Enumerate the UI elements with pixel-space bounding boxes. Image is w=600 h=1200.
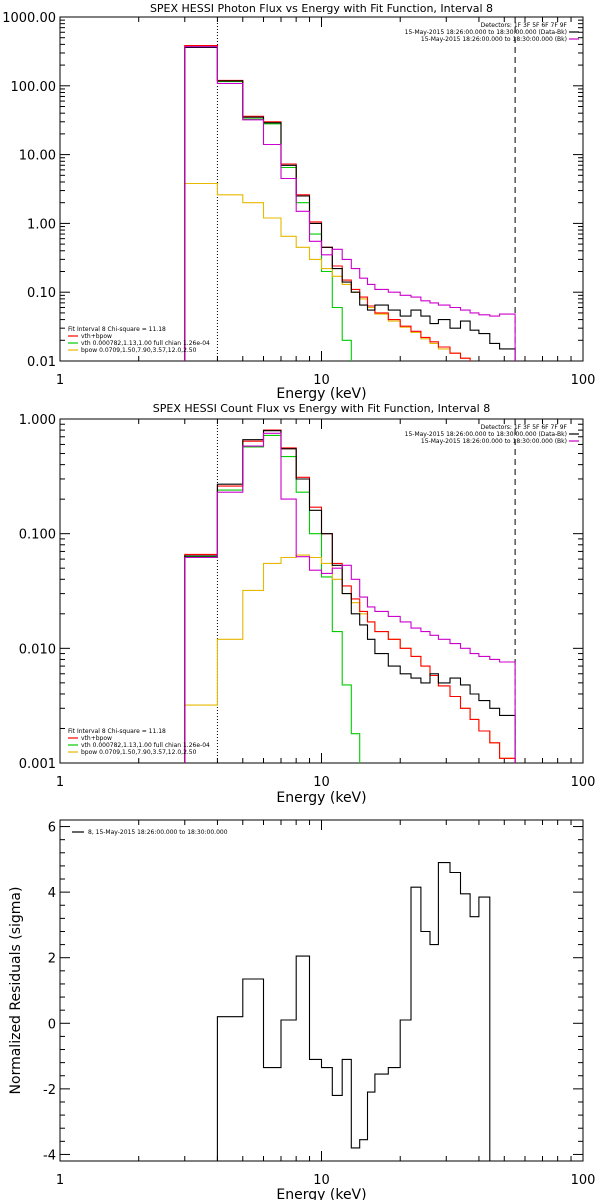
y-tick-label: 0.010	[19, 642, 56, 657]
legend-fit-header: Fit Interval 8 Chi-square = 11.18	[68, 326, 166, 333]
panel-2: SPEX HESSI Count Flux vs Energy with Fit…	[19, 402, 596, 806]
y-tick-label: -4	[43, 1148, 56, 1163]
series-vth	[184, 45, 352, 361]
x-tick-label: 100	[571, 775, 596, 790]
legend-entry: vth+bpow	[81, 735, 112, 742]
series-bpow	[184, 554, 516, 763]
chart-title: SPEX HESSI Photon Flux vs Energy with Fi…	[150, 2, 493, 15]
x-tick-label: 1	[56, 1173, 64, 1188]
x-axis-label: Energy (keV)	[276, 790, 366, 806]
legend-entry: bpow 0.0709,1.50,7.90,3.57,12.0,2.50	[81, 347, 197, 354]
legend-entry: 15-May-2015 18:26:00.000 to 18:30:00.000…	[421, 36, 567, 43]
x-tick-label: 1	[56, 775, 64, 790]
x-axis-label: Energy (keV)	[276, 386, 366, 402]
legend-entry: 15-May-2015 18:26:00.000 to 18:30:00.000…	[421, 438, 567, 445]
y-tick-label: 1.00	[27, 217, 56, 232]
y-tick-label: 6	[48, 821, 56, 836]
series-model	[184, 429, 516, 763]
legend-entry: 15-May-2015 18:26:00.000 to 18:30:00.000…	[405, 431, 567, 438]
series-bpow	[184, 182, 471, 361]
y-tick-label: 4	[48, 886, 56, 901]
legend-entry: bpow 0.0709,1.50,7.90,3.57,12.0,2.50	[81, 749, 197, 756]
x-tick-label: 100	[571, 373, 596, 388]
y-tick-label: 10.00	[19, 149, 56, 164]
x-tick-label: 100	[571, 1173, 596, 1188]
x-axis-label: Energy (keV)	[276, 1187, 366, 1200]
y-axis-label: Normalized Residuals (sigma)	[8, 887, 24, 1095]
series-bk	[184, 46, 516, 361]
legend-entry: vth+bpow	[81, 333, 112, 340]
legend-entry: 15-May-2015 18:26:00.000 to 18:30:00.000…	[405, 29, 567, 36]
legend-entry: vth 0.000782,1.13,1.00 full chian 1.26e-…	[81, 340, 210, 347]
y-tick-label: -2	[43, 1083, 56, 1098]
y-tick-label: 1000.00	[2, 11, 56, 26]
series-vth	[184, 434, 361, 763]
panel-3: 1 10 100 Energy (keV) -4 -2 0 2 4 6 Normalized Res…	[8, 819, 596, 1200]
y-tick-label: 0.01	[27, 355, 56, 370]
y-tick-label: 0.100	[19, 528, 56, 543]
y-tick-label: 0.10	[27, 286, 56, 301]
series-model	[184, 44, 471, 361]
series-residuals	[216, 862, 491, 1161]
y-tick-label: 1.000	[19, 413, 56, 428]
x-tick-label: 10	[313, 1173, 330, 1188]
y-tick-label: 2	[48, 952, 56, 967]
chart-title: SPEX HESSI Count Flux vs Energy with Fit…	[153, 402, 490, 415]
series-data-bk	[184, 46, 516, 361]
y-tick-label: 0	[48, 1017, 56, 1032]
plot-frame	[59, 418, 584, 764]
x-tick-label: 1	[56, 373, 64, 388]
legend-entry: 8, 15-May-2015 18:26:00.000 to 18:30:00.…	[88, 829, 228, 836]
legend-detectors: Detectors: 1F 3F 5F 6F 7F 9F	[481, 22, 568, 29]
y-tick-label: 0.001	[19, 757, 56, 772]
legend-entry: vth 0.000782,1.13,1.00 full chian 1.26e-…	[81, 742, 210, 749]
x-tick-label: 10	[313, 373, 330, 388]
plot-frame	[59, 16, 584, 362]
series-data-bk	[184, 430, 516, 763]
y-tick-label: 100.00	[11, 80, 57, 95]
legend-fit-header: Fit Interval 8 Chi-square = 11.18	[68, 728, 166, 735]
legend-detectors: Detectors: 1F 3F 5F 6F 7F 9F	[481, 424, 568, 431]
x-tick-label: 10	[313, 775, 330, 790]
series-bk	[184, 432, 516, 763]
panel-1: SPEX HESSI Photon Flux vs Energy with Fi…	[2, 2, 595, 402]
plot-frame	[59, 819, 584, 1162]
